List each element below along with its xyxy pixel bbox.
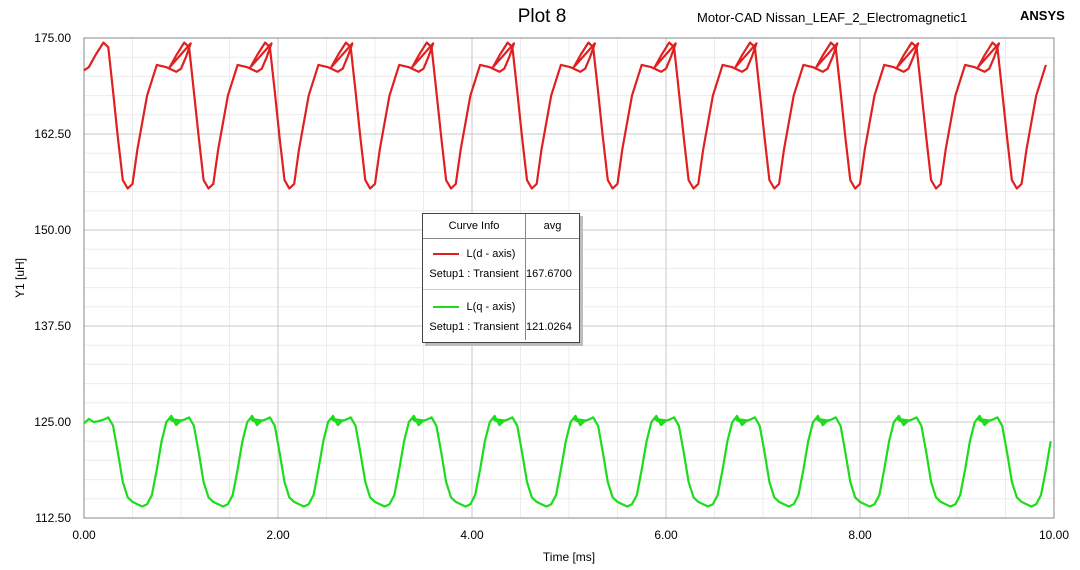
legend-entry-d[interactable]: L(d - axis) xyxy=(423,238,526,265)
series-line-d-axis[interactable] xyxy=(83,41,1047,190)
x-tick-label: 10.00 xyxy=(1039,528,1069,542)
y-tick-label: 175.00 xyxy=(34,31,71,45)
x-tick-label: 0.00 xyxy=(72,528,96,542)
series-layer xyxy=(83,41,1052,508)
legend-header-name: Curve Info xyxy=(423,214,526,239)
y-tick-labels: 112.50 125.00 137.50 150.00 162.50 175.00 xyxy=(34,31,71,525)
legend-setup-d: Setup1 : Transient xyxy=(423,265,526,290)
legend-name-q: L(q - axis) xyxy=(466,301,516,313)
legend-swatch-q xyxy=(432,306,459,309)
plot-title: Plot 8 xyxy=(517,6,567,27)
y-tick-label: 125.00 xyxy=(34,415,71,429)
x-tick-label: 2.00 xyxy=(266,528,290,542)
legend-avg-q: 121.0264 xyxy=(526,321,572,333)
ansys-logo: ANSYS xyxy=(1020,8,1065,23)
curve-info-legend[interactable]: Curve Info avg L(d - axis) Setup1 : Tran… xyxy=(422,213,580,343)
legend-name-d: L(d - axis) xyxy=(466,248,516,260)
legend-setup-q: Setup1 : Transient xyxy=(423,318,526,340)
y-tick-label: 137.50 xyxy=(34,319,71,333)
y-tick-label: 112.50 xyxy=(35,511,71,525)
legend-entry-q[interactable]: L(q - axis) xyxy=(423,290,526,318)
plot-subtitle: Motor-CAD Nissan_LEAF_2_Electromagnetic1 xyxy=(697,10,968,25)
y-axis-label: Y1 [uH] xyxy=(13,258,27,298)
y-tick-label: 150.00 xyxy=(34,223,71,237)
plot-frame xyxy=(83,37,1055,519)
y-tick-label: 162.50 xyxy=(34,127,71,141)
x-tick-label: 4.00 xyxy=(460,528,484,542)
legend-header-avg: avg xyxy=(525,214,579,239)
x-axis-label: Time [ms] xyxy=(543,550,595,564)
series-line-q-axis[interactable] xyxy=(83,414,1052,508)
x-tick-labels: 0.00 2.00 4.00 6.00 8.00 10.00 xyxy=(72,528,1069,542)
legend-avg-d: 167.6700 xyxy=(526,268,572,280)
x-tick-label: 6.00 xyxy=(654,528,678,542)
legend-swatch-d xyxy=(432,253,459,256)
x-tick-label: 8.00 xyxy=(848,528,872,542)
